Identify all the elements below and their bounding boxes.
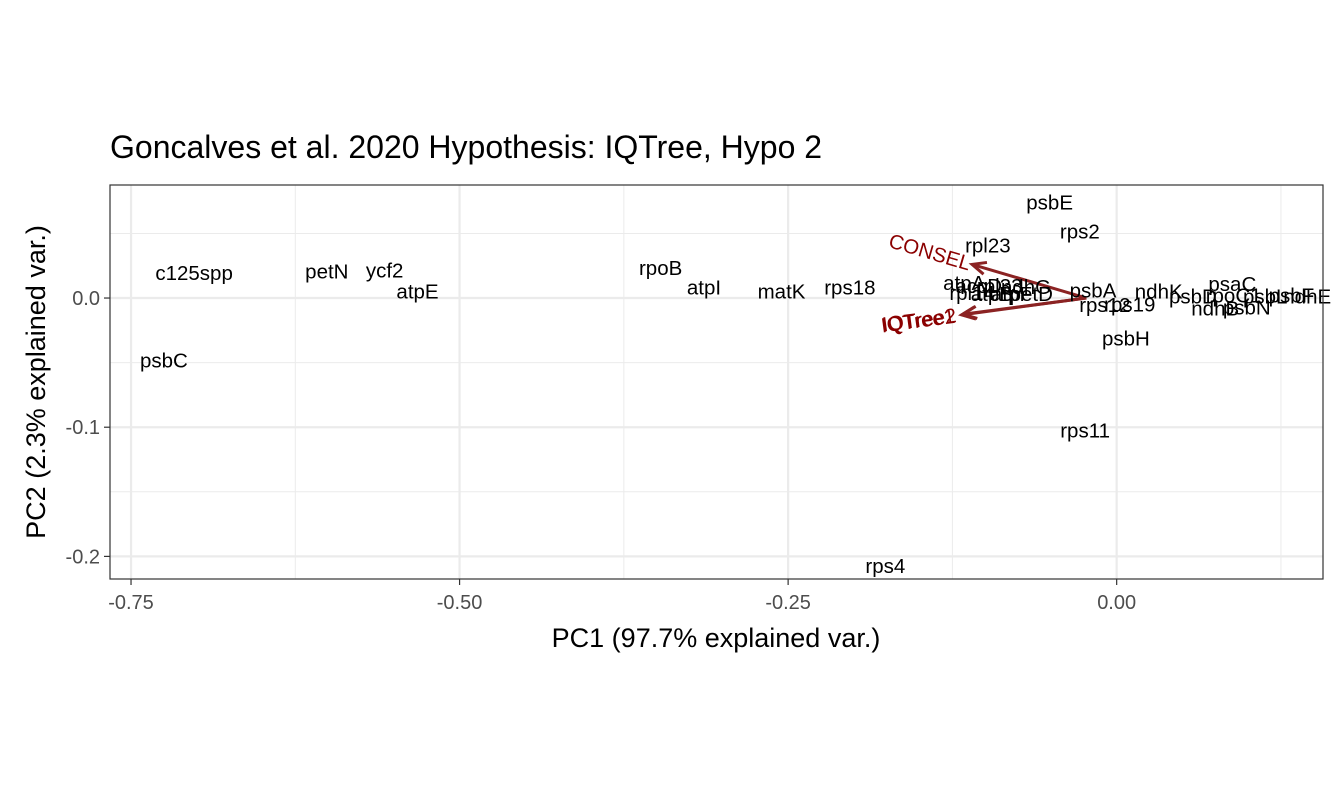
gene-label: ndhB — [1191, 297, 1239, 320]
y-tick-label: 0.0 — [72, 288, 100, 310]
plot-panel-border — [109, 184, 1324, 580]
gene-label: ycf2 — [366, 259, 404, 282]
gene-label: ndhK — [1135, 281, 1183, 304]
gene-label: atpF — [991, 283, 1032, 306]
gene-label: petN — [305, 261, 348, 284]
axis-ticks: -0.75 -0.50 -0.25 0.00 -0.2 -0.1 0.0 — [66, 288, 1137, 614]
gene-label: rpl14 — [949, 282, 995, 305]
gene-label: psbD — [1169, 286, 1217, 309]
gene-label: rps4 — [865, 555, 905, 578]
gene-label: c125spp — [155, 262, 233, 285]
loading-arrow-shaft — [961, 296, 1087, 317]
gene-label: accD — [955, 275, 1002, 298]
gene-label: atpA — [943, 272, 985, 295]
gene-label: atpB — [971, 283, 1013, 306]
gene-label: psbF — [1269, 284, 1315, 307]
loading-arrow-head — [968, 260, 988, 276]
gene-label: psaC — [1208, 273, 1256, 296]
gene-label: psbE — [1026, 192, 1073, 215]
gene-label: atpI — [687, 276, 721, 299]
loading-arrow-shaft — [971, 263, 1087, 300]
gene-label: ndhE — [1283, 286, 1331, 309]
loading-arrows — [957, 260, 1087, 321]
gene-label: psbA — [1070, 279, 1117, 302]
gene-label: rps19 — [1104, 293, 1155, 316]
grid-lines — [110, 185, 1323, 579]
gene-label: rps12 — [1079, 294, 1130, 317]
gene-label: psbL — [1243, 286, 1287, 309]
gene-label: rpoC1 — [1206, 284, 1262, 307]
gene-label: psbH — [1102, 328, 1150, 351]
gene-label: rps11 — [1060, 419, 1110, 442]
gene-label: ndhG — [1001, 276, 1051, 299]
gene-label: psbN — [1223, 297, 1271, 320]
x-tick-label: -0.25 — [765, 592, 811, 614]
y-tick-label: -0.2 — [66, 546, 100, 568]
x-tick-label: -0.75 — [108, 592, 154, 614]
gene-label: atpE — [396, 281, 438, 304]
plot-panel — [110, 185, 1323, 579]
gene-label: rps2 — [1060, 221, 1100, 244]
y-tick-label: -0.1 — [66, 417, 100, 439]
x-tick-label: -0.50 — [437, 592, 483, 614]
chart-title: Goncalves et al. 2020 Hypothesis: IQTree… — [110, 129, 822, 165]
gene-label: rpl23 — [965, 235, 1011, 258]
y-axis-title: PC2 (2.3% explained var.) — [21, 225, 51, 539]
gene-label: rpl33 — [977, 275, 1023, 298]
gene-label: matK — [758, 281, 806, 304]
gene-label: rpoB — [639, 257, 682, 280]
gene-label: rps18 — [824, 277, 875, 300]
x-axis-title: PC1 (97.7% explained var.) — [552, 623, 881, 653]
loading-arrow-head — [957, 305, 977, 321]
gene-label: petD — [1010, 283, 1053, 306]
x-tick-label: 0.00 — [1097, 592, 1136, 614]
gene-label: psbC — [140, 350, 188, 373]
